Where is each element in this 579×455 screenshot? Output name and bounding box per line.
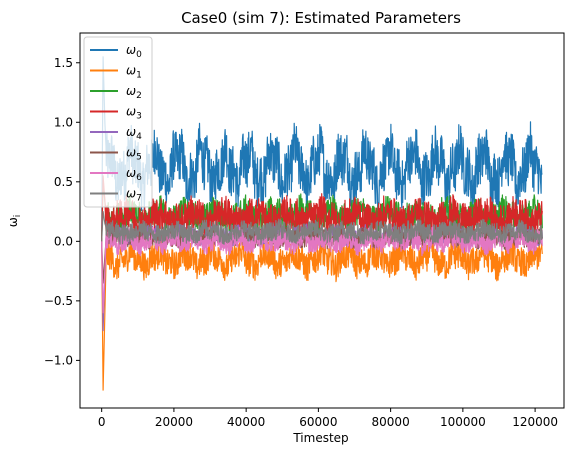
y-axis-label-main: ω [6,217,20,227]
x-tick-label: 100000 [440,415,486,429]
series-line-1 [101,236,543,391]
legend: ω0 ω1 ω2 ω3 ω4 ω5 ω6 ω7 [83,36,153,208]
y-tick-label: 1.5 [54,56,73,70]
y-tick-label: −0.5 [44,294,73,308]
chart-title: Case0 (sim 7): Estimated Parameters [181,9,461,27]
x-tick-label: 120000 [512,415,558,429]
axes-frame [79,32,565,409]
legend-label-2: ω2 [126,84,142,101]
x-axis-label: Timestep [292,431,348,445]
x-axis: 0 20000 40000 60000 80000 100000 120000 [98,408,558,429]
legend-label-7: ω7 [126,187,142,204]
y-tick-label: 0.0 [54,234,73,248]
y-tick-label: 0.5 [54,175,73,189]
legend-label-5: ω5 [126,146,142,163]
y-axis: −1.0 −0.5 0.0 0.5 1.0 1.5 [44,56,80,367]
x-tick-label: 20000 [155,415,193,429]
y-tick-label: 1.0 [54,115,73,129]
series-line-7 [101,211,543,246]
series-line-6 [101,226,543,314]
x-tick-label: 40000 [227,415,265,429]
legend-label-4: ω4 [126,125,142,142]
legend-label-3: ω3 [126,105,142,122]
x-tick-label: 80000 [372,415,410,429]
legend-label-0: ω0 [126,43,142,60]
y-axis-label-sub: i [13,215,23,218]
legend-label-6: ω6 [126,166,142,183]
y-axis-label: ωi [6,215,23,228]
x-tick-label: 0 [98,415,106,429]
series-line-0 [101,56,543,242]
legend-box [83,36,153,208]
x-tick-label: 60000 [299,415,337,429]
legend-label-1: ω1 [126,64,142,81]
y-tick-label: −1.0 [44,353,73,367]
plot-lines [101,56,543,391]
